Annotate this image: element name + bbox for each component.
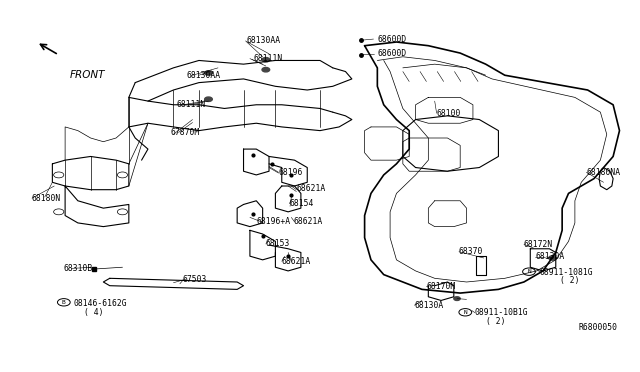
Circle shape xyxy=(205,71,212,75)
Text: 68153: 68153 xyxy=(266,240,290,248)
Text: 68310B: 68310B xyxy=(63,264,92,273)
Text: 08911-1081G: 08911-1081G xyxy=(540,267,593,276)
Text: 68600D: 68600D xyxy=(378,49,406,58)
Text: 68172N: 68172N xyxy=(524,240,553,249)
Text: 68370: 68370 xyxy=(459,247,483,256)
Text: N: N xyxy=(463,310,467,315)
Text: 68111N: 68111N xyxy=(253,54,282,63)
Text: 08911-10B1G: 08911-10B1G xyxy=(475,308,529,317)
Circle shape xyxy=(548,256,556,260)
Text: 68130A: 68130A xyxy=(536,252,564,262)
Text: B: B xyxy=(62,300,66,305)
Text: ( 2): ( 2) xyxy=(560,276,580,285)
Text: 68180N: 68180N xyxy=(32,194,61,203)
Text: 68621A: 68621A xyxy=(293,217,323,226)
Text: FRONT: FRONT xyxy=(70,70,106,80)
Text: 68130AA: 68130AA xyxy=(246,36,281,45)
Text: 67503: 67503 xyxy=(183,275,207,283)
Text: 67870M: 67870M xyxy=(170,128,200,137)
Text: 68600D: 68600D xyxy=(378,35,406,44)
Circle shape xyxy=(454,297,460,301)
Text: 68196+A: 68196+A xyxy=(256,217,291,226)
Text: N: N xyxy=(527,269,531,274)
Circle shape xyxy=(262,58,269,62)
Text: ( 2): ( 2) xyxy=(486,317,505,326)
Text: 68130A: 68130A xyxy=(414,301,444,310)
Text: 68621A: 68621A xyxy=(282,257,311,266)
Circle shape xyxy=(205,97,212,102)
Text: 68621A: 68621A xyxy=(296,185,326,193)
Text: 68170M: 68170M xyxy=(426,282,456,291)
Text: 68130AA: 68130AA xyxy=(186,71,220,80)
Text: 68111N: 68111N xyxy=(177,100,206,109)
Text: 68154: 68154 xyxy=(289,199,314,208)
Text: 68100: 68100 xyxy=(436,109,461,118)
Text: R6800050: R6800050 xyxy=(578,323,617,331)
Text: ( 4): ( 4) xyxy=(84,308,104,317)
Circle shape xyxy=(262,67,269,72)
Text: 68180NA: 68180NA xyxy=(586,168,621,177)
Text: 08146-6162G: 08146-6162G xyxy=(74,299,127,308)
Text: 68196: 68196 xyxy=(278,168,303,177)
